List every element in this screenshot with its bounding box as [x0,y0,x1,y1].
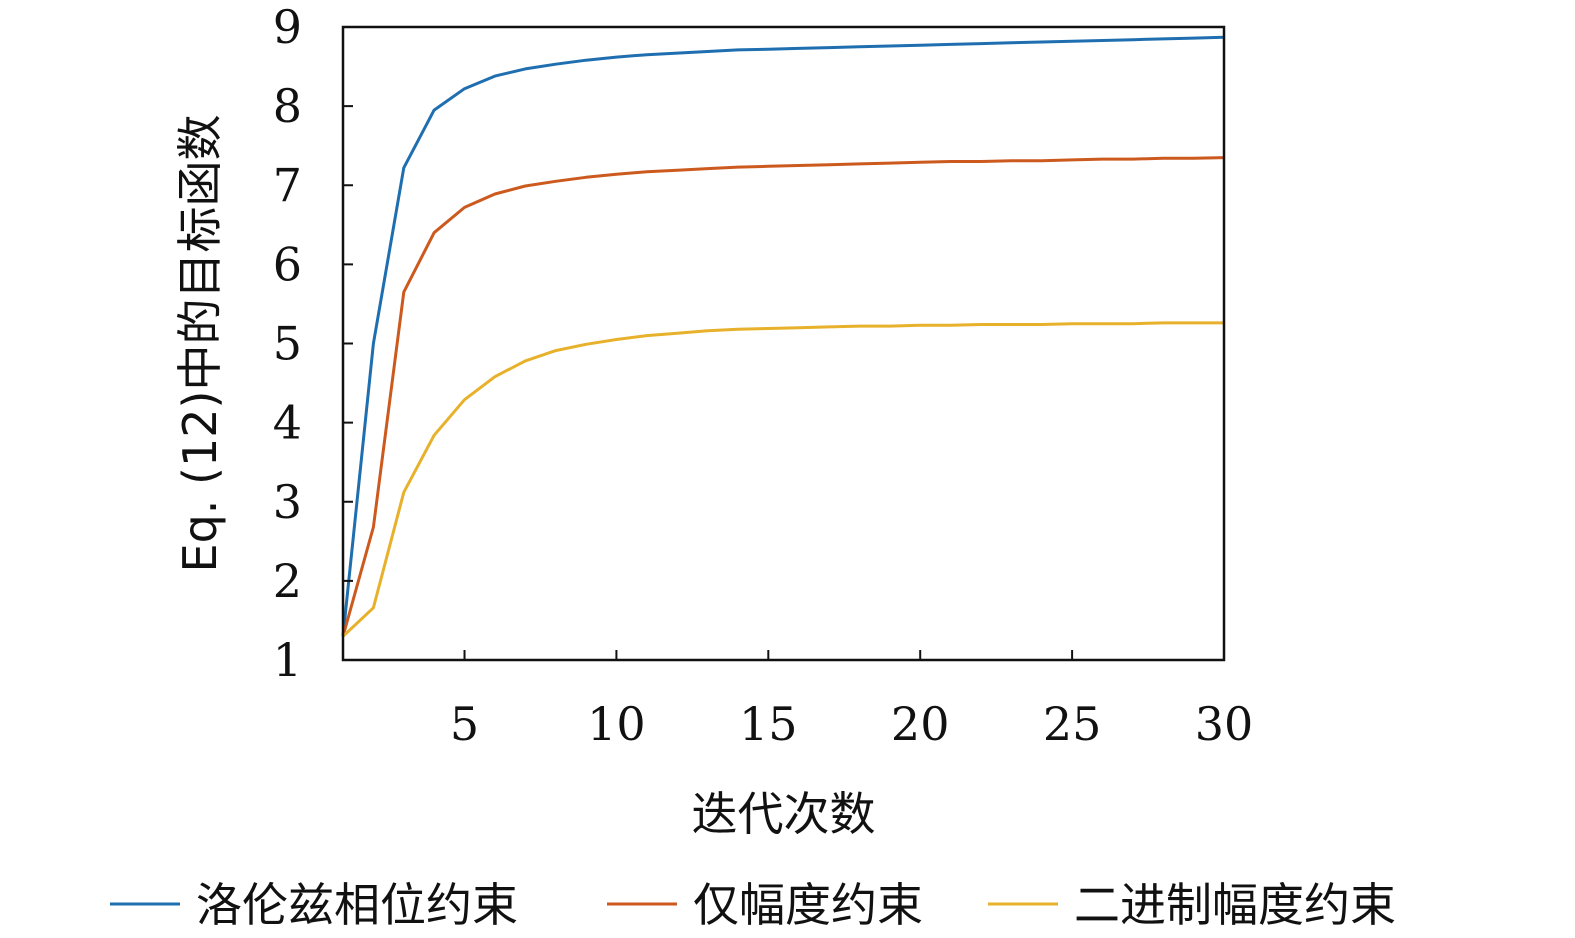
y-tick-label: 4 [273,396,302,450]
series-line-1 [341,35,1225,637]
series-layer [341,35,1225,638]
y-tick-label: 7 [273,158,302,212]
x-tick-label: 15 [739,697,798,751]
y-tick-label: 8 [273,79,302,133]
legend-label-2: 仅幅度约束 [693,878,923,932]
plot-area-frame [341,25,1226,662]
series-line-3 [341,321,1224,638]
series-line-2 [341,156,1225,637]
y-tick-label: 5 [273,317,302,371]
y-tick-label: 3 [273,475,302,529]
legend-label-3: 二进制幅度约束 [1074,878,1396,932]
x-tick-label: 20 [891,697,950,751]
x-tick-label: 25 [1043,697,1102,751]
y-tick-label: 1 [273,633,302,687]
tick-layer: 5 10 15 20 25 30 1 2 3 4 5 6 7 8 9 [273,0,1254,751]
legend-label-1: 洛伦兹相位约束 [196,878,518,932]
x-axis-label: 迭代次数 [692,787,876,841]
x-tick-label: 10 [587,697,646,751]
y-axis-label: Eq. (12)中的目标函数 [173,115,227,573]
y-tick-label: 9 [273,0,302,54]
y-tick-label: 2 [273,554,302,608]
legend: 洛伦兹相位约束 仅幅度约束 二进制幅度约束 [110,878,1396,932]
y-tick-label: 6 [273,237,302,291]
x-tick-label: 30 [1195,697,1254,751]
x-tick-label: 5 [450,697,479,751]
